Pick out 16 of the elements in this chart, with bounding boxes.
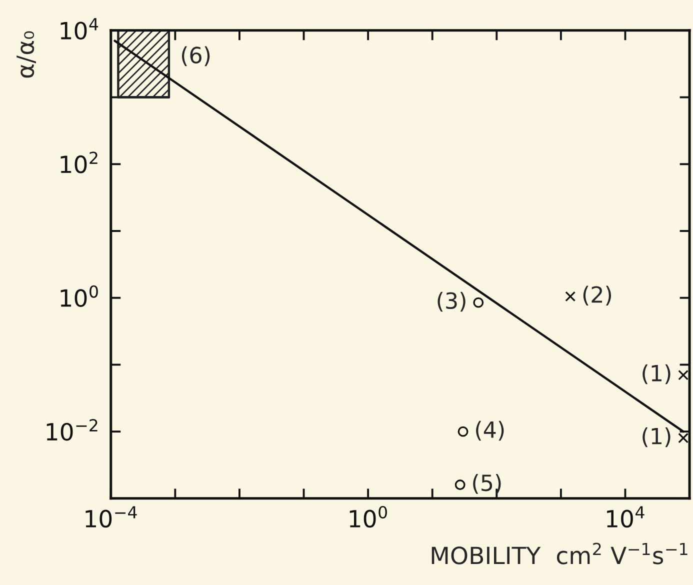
y-tick-label: 10$^{2}$ (60, 152, 98, 174)
annotation: (1) (642, 427, 670, 448)
y-tick-label: 10$^{−2}$ (46, 419, 98, 441)
x-tick-label: 10$^{0}$ (350, 506, 387, 528)
annotation: (5) (473, 474, 501, 494)
y-tick-label: 10$^{0}$ (60, 285, 98, 307)
x-tick-label: 10$^{4}$ (607, 506, 644, 528)
x-axis-title: MOBILITY cm$^{2}$ V$^{−1}$s$^{−1}$ (432, 542, 688, 564)
annotation: (4) (476, 420, 504, 441)
annotation: (1) (642, 364, 670, 384)
x-tick-label: 10$^{−4}$ (86, 506, 137, 528)
y-axis-title: α/α₀ (16, 31, 36, 78)
annotation: (3) (438, 292, 466, 312)
y-tick-label: 10$^{4}$ (60, 18, 98, 40)
annotation: (2) (583, 286, 612, 306)
annotation: (6) (182, 46, 210, 66)
